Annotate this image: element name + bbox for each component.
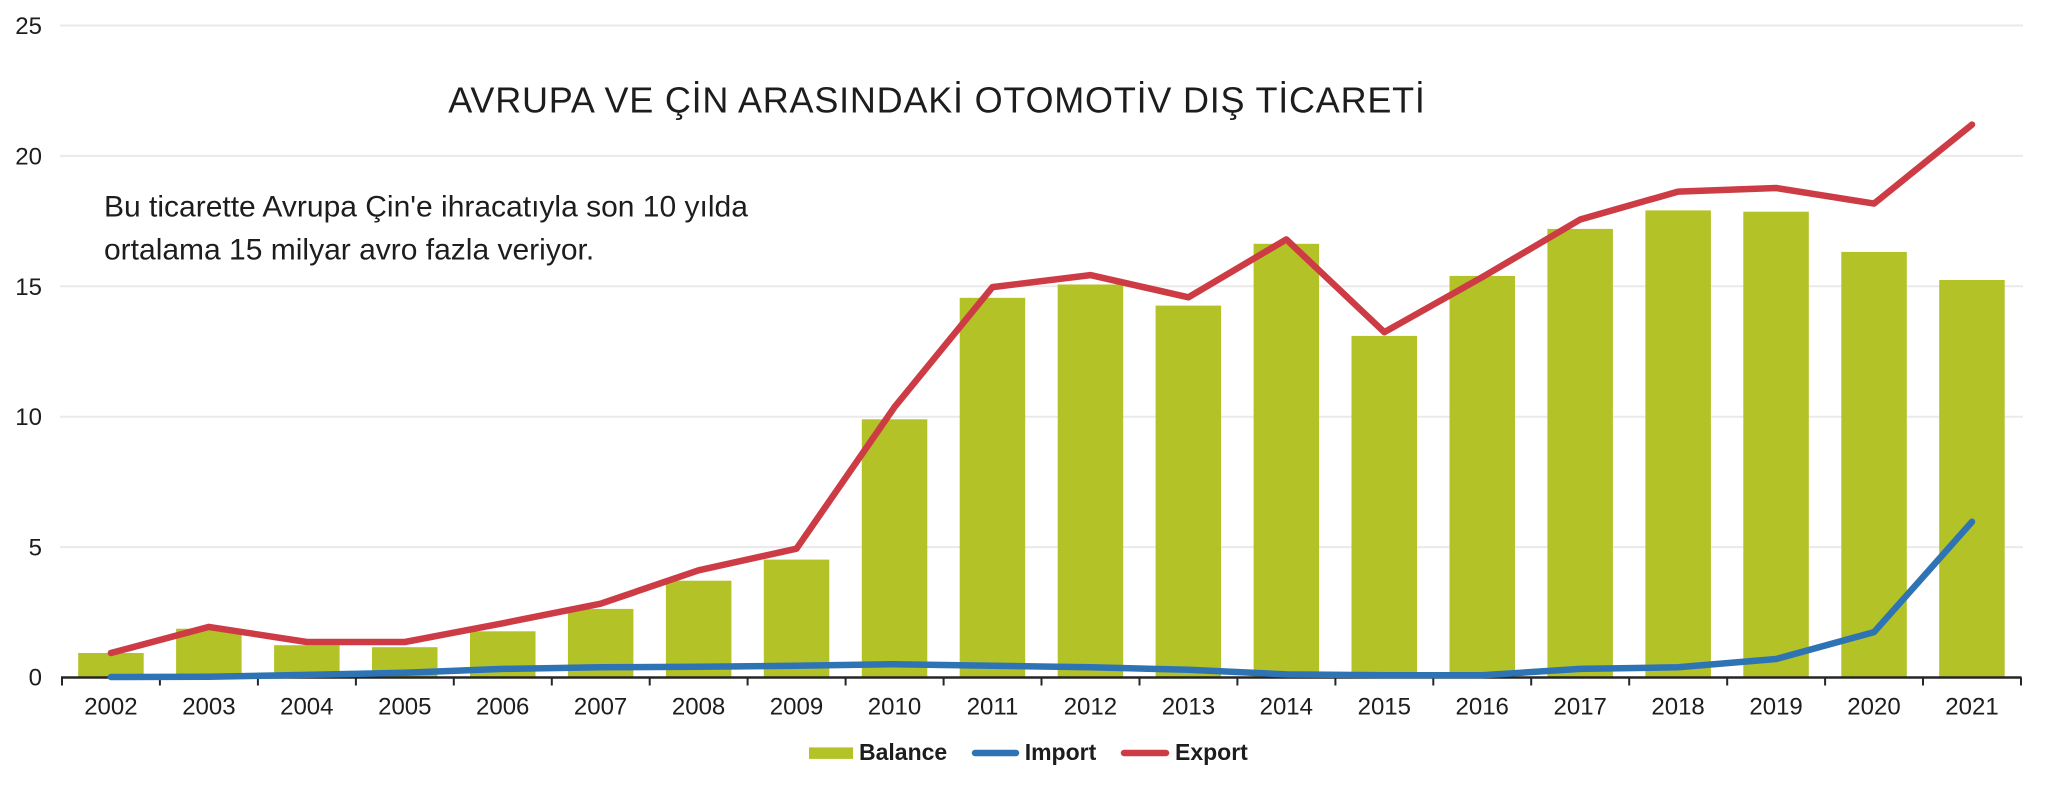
svg-text:2006: 2006 <box>476 694 529 721</box>
svg-text:2021: 2021 <box>1945 694 1998 721</box>
svg-text:Bu ticarette Avrupa Çin'e ihra: Bu ticarette Avrupa Çin'e ihracatıyla so… <box>104 191 748 224</box>
svg-text:Export: Export <box>1175 739 1248 765</box>
svg-text:2004: 2004 <box>280 694 333 721</box>
svg-text:2020: 2020 <box>1847 694 1900 721</box>
svg-text:0: 0 <box>29 665 42 692</box>
svg-text:2013: 2013 <box>1162 694 1215 721</box>
svg-text:Balance: Balance <box>859 739 947 765</box>
svg-text:2017: 2017 <box>1554 694 1607 721</box>
svg-text:15: 15 <box>15 274 42 301</box>
svg-text:2012: 2012 <box>1064 694 1117 721</box>
svg-text:2007: 2007 <box>574 694 627 721</box>
svg-text:25: 25 <box>15 13 42 40</box>
svg-text:2005: 2005 <box>378 694 431 721</box>
svg-text:20: 20 <box>15 143 42 170</box>
svg-text:2016: 2016 <box>1456 694 1509 721</box>
svg-text:2002: 2002 <box>84 694 137 721</box>
svg-text:2019: 2019 <box>1749 694 1802 721</box>
svg-text:2011: 2011 <box>967 694 1019 721</box>
svg-text:2008: 2008 <box>672 694 725 721</box>
svg-text:2009: 2009 <box>770 694 823 721</box>
svg-text:2018: 2018 <box>1651 694 1704 721</box>
svg-text:AVRUPA VE ÇİN ARASINDAKİ OTOMO: AVRUPA VE ÇİN ARASINDAKİ OTOMOTİV DIŞ Tİ… <box>448 80 1425 121</box>
svg-text:2014: 2014 <box>1260 694 1313 721</box>
svg-text:Import: Import <box>1025 739 1097 765</box>
svg-text:2015: 2015 <box>1358 694 1411 721</box>
svg-text:10: 10 <box>15 404 42 431</box>
svg-text:2010: 2010 <box>868 694 921 721</box>
svg-text:5: 5 <box>29 535 42 562</box>
svg-text:ortalama 15 milyar avro fazla: ortalama 15 milyar avro fazla veriyor. <box>104 234 594 267</box>
svg-text:2003: 2003 <box>182 694 235 721</box>
